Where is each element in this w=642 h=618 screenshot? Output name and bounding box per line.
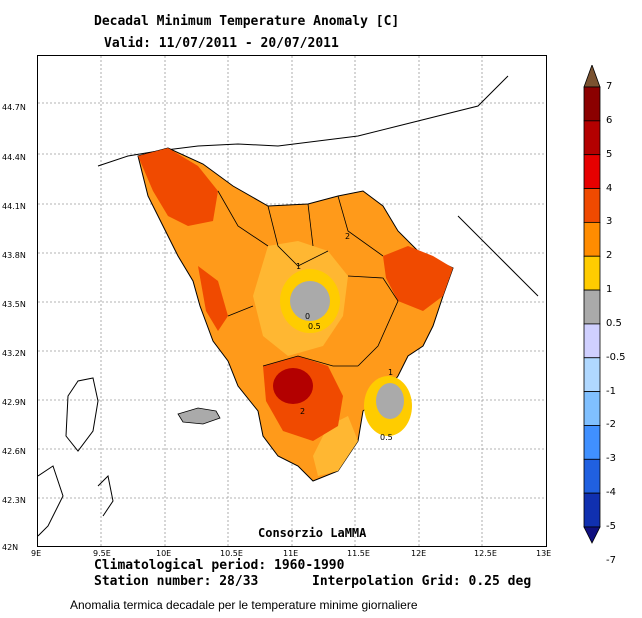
contour-label: 0.5 [308, 322, 321, 331]
longitude-label: 13E [536, 549, 552, 558]
latitude-label: 42N [2, 543, 19, 552]
contour-label: 2 [345, 232, 351, 241]
latitude-label: 43.8N [2, 251, 26, 260]
contour-label: 0 [305, 312, 311, 321]
province-borders [217, 190, 399, 367]
contour-label: 1 [388, 368, 394, 377]
legend-label: 4 [606, 182, 613, 194]
legend-swatch [583, 120, 601, 156]
credit-text: Consorzio LaMMA [258, 526, 367, 540]
longitude-label: 11.5E [347, 549, 370, 558]
longitude-label: 9.5E [93, 549, 111, 558]
map-panel [37, 55, 547, 547]
latitude-label: 42.9N [2, 398, 26, 407]
region-anomaly-3-4-coast [198, 266, 228, 331]
legend-swatch [583, 458, 601, 494]
region-anomaly-3-4-east [383, 246, 453, 311]
latitude-label: 43.2N [2, 349, 26, 358]
legend-label: -5 [606, 521, 616, 532]
legend-label: -2 [606, 419, 616, 431]
legend-swatch [583, 65, 601, 88]
tuscany-map [38, 56, 546, 546]
legend-label: -4 [606, 487, 616, 499]
contour-label: 1 [296, 262, 302, 271]
region-anomaly-4-5 [273, 368, 313, 404]
map-subtitle: Valid: 11/07/2011 - 20/07/2011 [104, 36, 339, 51]
legend-swatch [583, 425, 601, 460]
legend-swatch [583, 391, 601, 426]
legend-label: 2 [606, 250, 613, 262]
map-title: Decadal Minimum Temperature Anomaly [C] [94, 14, 400, 29]
contour-label: 2 [300, 407, 306, 416]
elba-island [177, 407, 221, 425]
latitude-label: 44.7N [2, 103, 26, 112]
legend-label: -0.5 [606, 351, 626, 363]
legend-label: 1 [606, 284, 613, 296]
legend-swatch [583, 323, 601, 359]
latitude-label: 44.4N [2, 153, 26, 162]
legend-label: 5 [606, 148, 613, 160]
latitude-label: 43.5N [2, 300, 26, 309]
legend-swatch [583, 86, 601, 122]
interpolation-grid: Interpolation Grid: 0.25 deg [312, 574, 532, 589]
climatological-period: Climatological period: 1960-1990 [94, 558, 345, 573]
caption: Anomalia termica decadale per le tempera… [70, 598, 418, 612]
legend-label: -1 [606, 385, 616, 397]
longitude-label: 12E [411, 549, 427, 558]
legend-label: 3 [606, 216, 613, 228]
contour-label: 0.5 [380, 433, 393, 442]
latitude-label: 42.3N [2, 496, 26, 505]
legend-swatch [583, 289, 601, 325]
region-anomaly-neutral [290, 281, 330, 321]
legend-swatch [583, 357, 601, 393]
legend-label: 6 [606, 114, 613, 126]
legend-label: -7 [606, 554, 616, 566]
color-legend [583, 65, 601, 544]
latitude-label: 44.1N [2, 202, 26, 211]
legend-swatch [583, 188, 601, 223]
region-anomaly-3-4-north [138, 148, 218, 226]
legend-label: -3 [606, 453, 616, 465]
legend-swatch [583, 492, 601, 528]
legend-label: 0.5 [606, 317, 622, 329]
legend-swatch [583, 154, 601, 189]
latitude-label: 42.6N [2, 447, 26, 456]
legend-swatch [583, 221, 601, 257]
legend-swatch [583, 526, 601, 544]
station-number: Station number: 28/33 [94, 574, 259, 589]
region-anomaly-neutral-se [376, 383, 404, 419]
region-anomaly-1-2-south [313, 416, 358, 476]
longitude-label: 12.5E [474, 549, 497, 558]
legend-swatch [583, 255, 601, 291]
longitude-label: 9E [31, 549, 42, 558]
longitude-label: 10.5E [220, 549, 243, 558]
longitude-label: 10E [156, 549, 172, 558]
longitude-label: 11E [283, 549, 299, 558]
legend-label: 7 [606, 81, 613, 92]
